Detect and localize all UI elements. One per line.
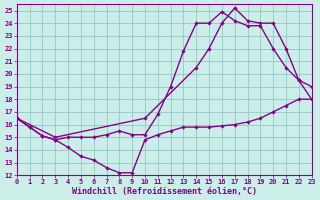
X-axis label: Windchill (Refroidissement éolien,°C): Windchill (Refroidissement éolien,°C) (72, 187, 257, 196)
